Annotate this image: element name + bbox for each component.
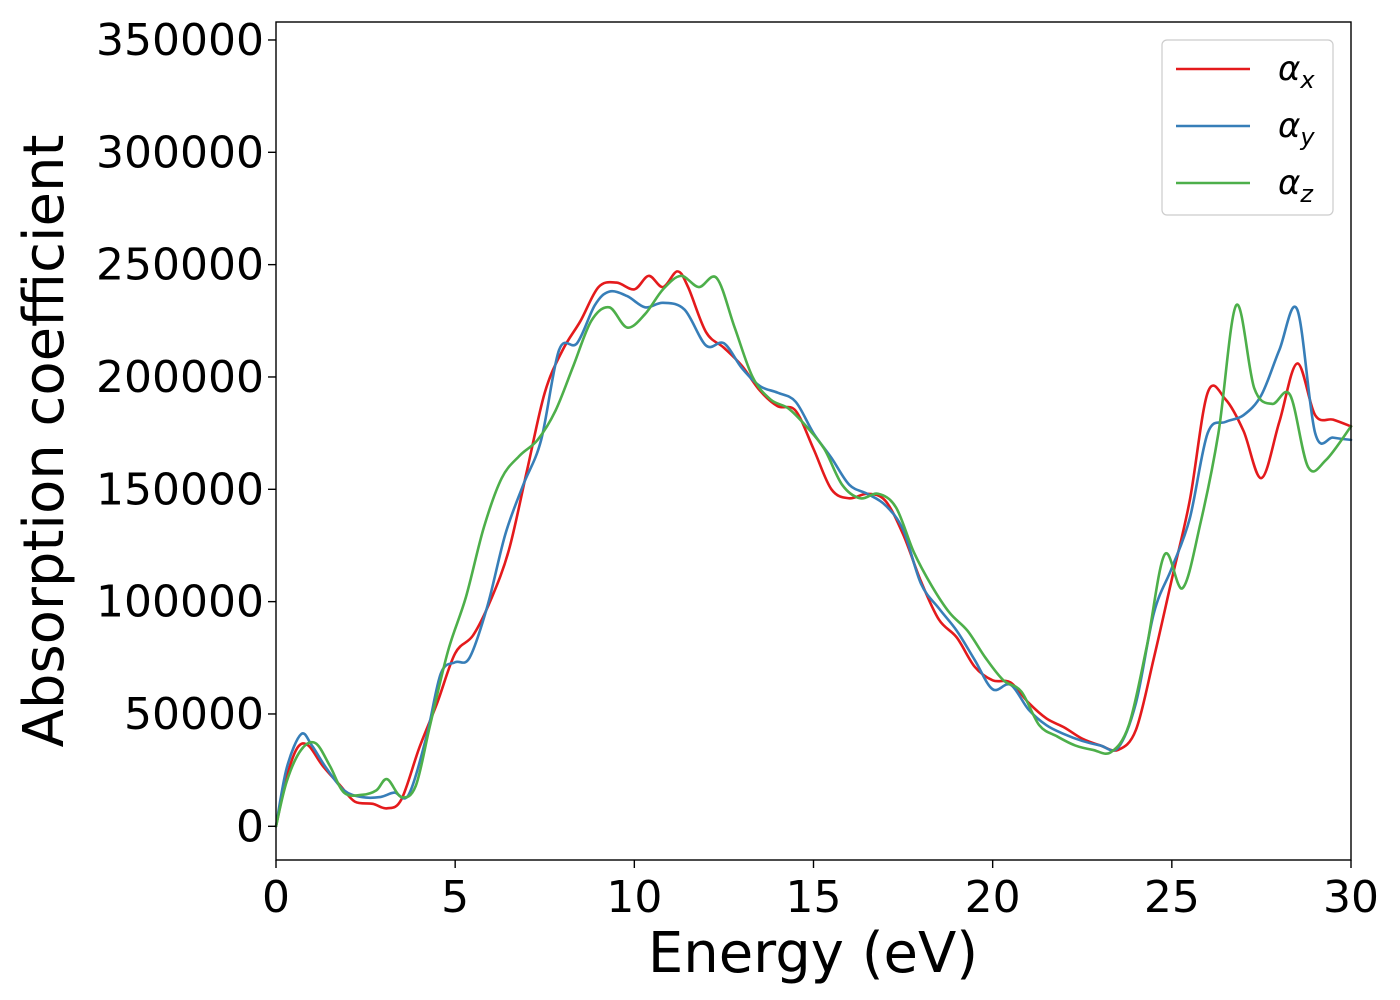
x-tick-label: 25 (1144, 872, 1200, 923)
y-tick-label: 150000 (96, 464, 264, 515)
series-layer (274, 270, 1353, 828)
y-tick-label: 0 (236, 801, 264, 852)
y-axis: 0 50000 100000 150000 200000 250000 300000 3500… (96, 15, 276, 852)
x-tick-label: 0 (262, 872, 290, 923)
y-tick-label: 350000 (96, 15, 264, 66)
x-tick-label: 20 (965, 872, 1021, 923)
x-tick-label: 30 (1323, 872, 1379, 923)
y-tick-label: 100000 (96, 577, 264, 628)
y-tick-label: 50000 (124, 689, 264, 740)
legend-label-alpha-z: αz (1278, 163, 1314, 208)
x-tick-label: 15 (786, 872, 842, 923)
legend: αx αy αz (1161, 39, 1334, 216)
series-line-alpha-z (274, 274, 1353, 828)
y-tick-label: 250000 (96, 240, 264, 291)
x-axis-title: Energy (eV) (648, 921, 978, 986)
legend-label-alpha-y: αy (1278, 106, 1315, 151)
legend-box (1161, 39, 1334, 216)
x-axis: 0 5 10 15 20 25 30 (262, 860, 1379, 923)
y-tick-label: 300000 (96, 127, 264, 178)
y-tick-label: 200000 (96, 352, 264, 403)
x-tick-label: 10 (606, 872, 662, 923)
x-tick-label: 5 (441, 872, 469, 923)
legend-label-alpha-x: αx (1278, 49, 1315, 94)
y-axis-title: Absorption coefficient (12, 135, 77, 748)
